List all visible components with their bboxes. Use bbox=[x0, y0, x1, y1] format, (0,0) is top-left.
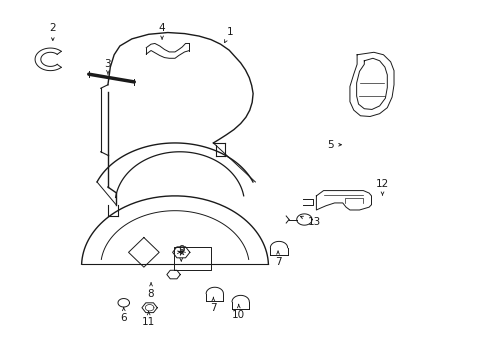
Text: 1: 1 bbox=[224, 27, 233, 42]
Text: 13: 13 bbox=[300, 216, 320, 227]
Text: 3: 3 bbox=[104, 59, 111, 74]
Text: 11: 11 bbox=[142, 311, 155, 327]
Text: 2: 2 bbox=[49, 23, 56, 40]
Text: 8: 8 bbox=[147, 283, 154, 298]
Text: 4: 4 bbox=[159, 23, 165, 39]
Text: 6: 6 bbox=[120, 307, 127, 323]
Text: 9: 9 bbox=[178, 245, 184, 261]
Text: 7: 7 bbox=[274, 251, 281, 267]
Text: 5: 5 bbox=[327, 140, 341, 150]
Text: 12: 12 bbox=[375, 179, 388, 195]
Text: 7: 7 bbox=[210, 297, 216, 313]
Text: 10: 10 bbox=[232, 304, 245, 320]
